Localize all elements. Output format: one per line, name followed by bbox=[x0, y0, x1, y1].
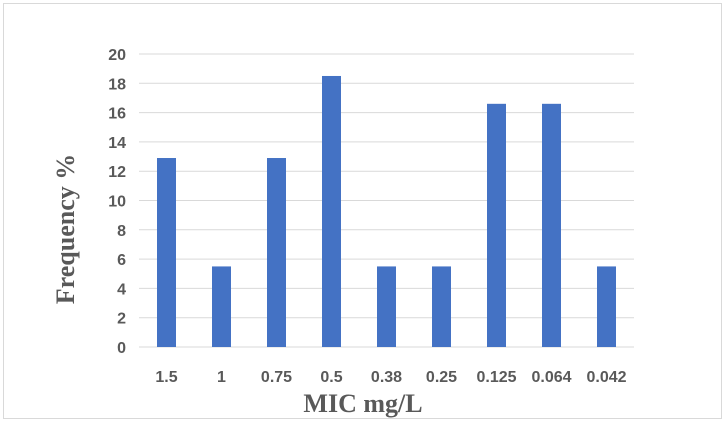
bar-1 bbox=[212, 266, 231, 347]
x-tick-label: 0.064 bbox=[531, 369, 571, 386]
x-tick-label: 0.38 bbox=[371, 369, 402, 386]
x-tick-label: 0.125 bbox=[476, 369, 516, 386]
y-axis-title: Frequency % bbox=[51, 154, 80, 304]
y-axis-ticks: 0 2 4 6 8 10 12 14 16 18 20 bbox=[108, 47, 126, 357]
bar-0.042 bbox=[597, 266, 616, 347]
y-tick-label: 0 bbox=[117, 340, 126, 357]
x-tick-label: 1.5 bbox=[155, 369, 177, 386]
x-tick-label: 0.042 bbox=[586, 369, 626, 386]
bar-0.064 bbox=[542, 103, 561, 347]
bar-0.75 bbox=[267, 158, 286, 347]
x-tick-label: 0.5 bbox=[320, 369, 342, 386]
y-tick-label: 10 bbox=[108, 194, 126, 211]
x-axis-ticks: 1.5 1 0.75 0.5 0.38 0.25 0.125 0.064 0.042 bbox=[155, 369, 626, 386]
y-tick-label: 14 bbox=[108, 135, 126, 152]
bar-0.38 bbox=[377, 266, 396, 347]
bars bbox=[157, 75, 616, 347]
y-tick-label: 2 bbox=[117, 311, 126, 328]
bar-0.125 bbox=[487, 103, 506, 347]
x-tick-label: 0.25 bbox=[426, 369, 457, 386]
y-tick-label: 4 bbox=[117, 281, 126, 298]
y-tick-label: 8 bbox=[117, 223, 126, 240]
bar-0.5 bbox=[322, 75, 341, 347]
x-axis-title: MIC mg/L bbox=[303, 389, 422, 418]
y-tick-label: 6 bbox=[117, 252, 126, 269]
y-tick-label: 16 bbox=[108, 106, 126, 123]
y-tick-label: 20 bbox=[108, 47, 126, 64]
y-tick-label: 12 bbox=[108, 164, 126, 181]
x-tick-label: 1 bbox=[217, 369, 226, 386]
chart-frame bbox=[3, 3, 722, 419]
x-tick-label: 0.75 bbox=[261, 369, 292, 386]
y-tick-label: 18 bbox=[108, 76, 126, 93]
bar-1.5 bbox=[157, 158, 176, 347]
bar-0.25 bbox=[432, 266, 451, 347]
